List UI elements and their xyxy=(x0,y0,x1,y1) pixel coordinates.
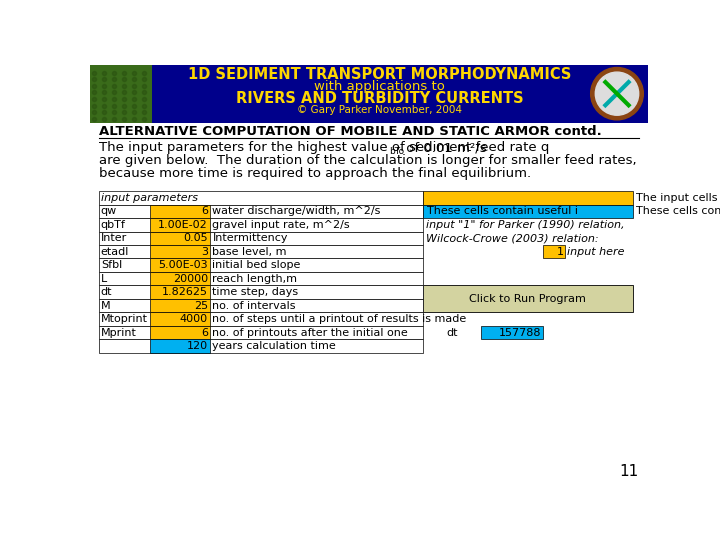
Bar xyxy=(99,245,423,259)
Text: water discharge/width, m^2/s: water discharge/width, m^2/s xyxy=(212,206,381,217)
Bar xyxy=(150,218,210,232)
Bar xyxy=(99,326,423,339)
Bar xyxy=(150,326,210,339)
Bar xyxy=(423,191,632,205)
Bar xyxy=(423,205,632,218)
Text: bTo: bTo xyxy=(389,147,404,156)
Text: 1: 1 xyxy=(557,247,564,256)
Text: The input cells are in gold: The input cells are in gold xyxy=(636,193,720,203)
Bar xyxy=(150,312,210,326)
Text: base level, m: base level, m xyxy=(212,247,287,256)
Bar xyxy=(99,218,423,232)
Text: no. of printouts after the initial one: no. of printouts after the initial one xyxy=(212,328,408,338)
Text: years calculation time: years calculation time xyxy=(212,341,336,351)
Text: 0.05: 0.05 xyxy=(183,233,208,243)
Bar xyxy=(99,259,423,272)
Text: ALTERNATIVE COMPUTATION OF MOBILE AND STATIC ARMOR contd.: ALTERNATIVE COMPUTATION OF MOBILE AND ST… xyxy=(99,125,602,138)
Text: input parameters: input parameters xyxy=(101,193,198,203)
Text: 6: 6 xyxy=(201,206,208,217)
Bar xyxy=(99,191,423,205)
Text: 11: 11 xyxy=(619,464,639,479)
Bar xyxy=(150,272,210,286)
Text: © Gary Parker November, 2004: © Gary Parker November, 2004 xyxy=(297,105,462,115)
Bar xyxy=(423,286,632,312)
Text: time step, days: time step, days xyxy=(212,287,299,297)
Text: Click to Run Program: Click to Run Program xyxy=(469,294,586,304)
Text: The input parameters for the highest value of sediment feed rate q: The input parameters for the highest val… xyxy=(99,141,549,154)
Bar xyxy=(99,272,423,286)
Text: input "1" for Parker (1990) relation,: input "1" for Parker (1990) relation, xyxy=(426,220,624,229)
Text: 1D SEDIMENT TRANSPORT MORPHODYNAMICS: 1D SEDIMENT TRANSPORT MORPHODYNAMICS xyxy=(188,68,572,82)
Text: of 0.01 m²/s: of 0.01 m²/s xyxy=(402,141,486,154)
Bar xyxy=(482,326,544,339)
Text: Sfbl: Sfbl xyxy=(101,260,122,270)
Text: etadl: etadl xyxy=(101,247,129,256)
Bar xyxy=(150,205,210,218)
Bar xyxy=(99,339,423,353)
Text: no. of intervals: no. of intervals xyxy=(212,301,296,310)
Text: 25: 25 xyxy=(194,301,208,310)
Text: with applications to: with applications to xyxy=(315,80,445,93)
Text: 1.00E-02: 1.00E-02 xyxy=(158,220,208,229)
Text: 120: 120 xyxy=(186,341,208,351)
Bar xyxy=(99,312,423,326)
Text: These cells contain useful i: These cells contain useful i xyxy=(636,206,720,217)
Text: Inter: Inter xyxy=(101,233,127,243)
Bar xyxy=(99,205,423,218)
Text: 1.82625: 1.82625 xyxy=(162,287,208,297)
Text: Click to Run Program: Click to Run Program xyxy=(469,294,586,304)
Bar xyxy=(150,339,210,353)
Bar xyxy=(99,286,423,299)
Text: M: M xyxy=(101,301,110,310)
Text: 157788: 157788 xyxy=(498,328,541,338)
Bar xyxy=(90,65,648,123)
Text: are given below.  The duration of the calculation is longer for smaller feed rat: are given below. The duration of the cal… xyxy=(99,154,637,167)
Circle shape xyxy=(590,68,644,120)
Bar xyxy=(544,245,565,259)
Text: qbTf: qbTf xyxy=(101,220,126,229)
Text: 20000: 20000 xyxy=(173,274,208,284)
Text: dt: dt xyxy=(446,328,458,338)
Bar xyxy=(150,232,210,245)
Bar xyxy=(150,259,210,272)
Text: RIVERS AND TURBIDITY CURRENTS: RIVERS AND TURBIDITY CURRENTS xyxy=(236,91,523,106)
Text: Intermittency: Intermittency xyxy=(212,233,288,243)
Bar xyxy=(90,65,152,123)
Text: no. of steps until a printout of results is made: no. of steps until a printout of results… xyxy=(212,314,467,324)
Text: 3: 3 xyxy=(201,247,208,256)
Text: Mprint: Mprint xyxy=(101,328,137,338)
Bar xyxy=(150,245,210,259)
Text: initial bed slope: initial bed slope xyxy=(212,260,301,270)
Text: input here: input here xyxy=(567,247,625,256)
Text: These cells contain useful i: These cells contain useful i xyxy=(427,206,578,217)
Text: 4000: 4000 xyxy=(180,314,208,324)
Bar xyxy=(150,299,210,312)
Bar xyxy=(99,232,423,245)
Text: 6: 6 xyxy=(201,328,208,338)
Text: dt: dt xyxy=(101,287,112,297)
Text: Mtoprint: Mtoprint xyxy=(101,314,148,324)
Text: 5.00E-03: 5.00E-03 xyxy=(158,260,208,270)
Text: because more time is required to approach the final equilibrium.: because more time is required to approac… xyxy=(99,167,531,180)
Text: L: L xyxy=(101,274,107,284)
Text: qw: qw xyxy=(101,206,117,217)
Text: Wilcock-Crowe (2003) relation:: Wilcock-Crowe (2003) relation: xyxy=(426,233,598,243)
Text: reach length,m: reach length,m xyxy=(212,274,297,284)
Circle shape xyxy=(595,72,639,115)
Bar xyxy=(99,299,423,312)
Bar xyxy=(150,286,210,299)
Text: gravel input rate, m^2/s: gravel input rate, m^2/s xyxy=(212,220,350,229)
